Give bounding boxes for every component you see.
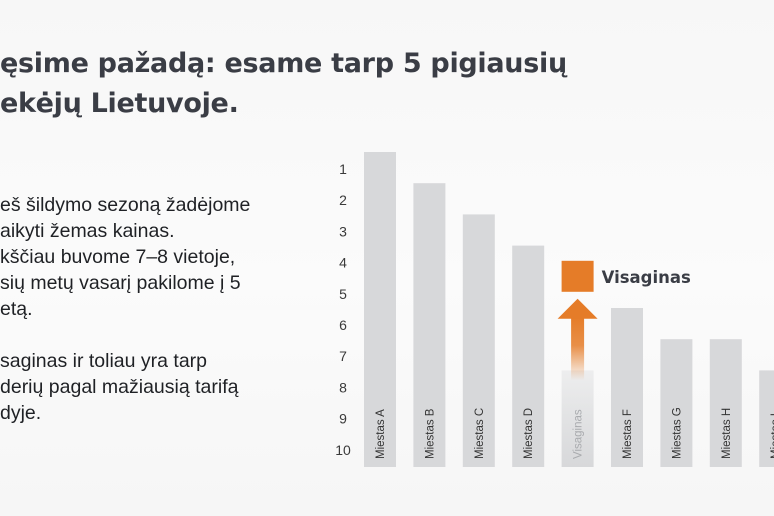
text-line: kščiau buvome 7–8 vietoje,	[0, 246, 236, 268]
text-line: eš šildymo sezoną žadėjome	[0, 194, 251, 216]
bar	[561, 370, 594, 467]
text-line: derių pagal mažiausią tarifą	[0, 376, 239, 398]
y-tick-label: 7	[339, 348, 347, 364]
y-tick-label: 1	[339, 161, 347, 177]
y-axis: 1 2 3 4 5 6 7 8 9 10	[335, 161, 351, 458]
bar	[709, 339, 742, 467]
bar-category-label: Miestas C	[474, 408, 486, 459]
bar	[611, 308, 643, 467]
highlight-marker	[561, 260, 594, 292]
text-line: saginas ir toliau yra tarp	[0, 350, 208, 372]
bar	[512, 245, 545, 467]
text-line: etą.	[0, 298, 33, 320]
text-line: sių metų vasarį pakilome į 5	[0, 272, 241, 294]
highlight-label: Visaginas	[602, 268, 691, 287]
bar-category-label: Miestas B	[424, 408, 436, 459]
bar	[660, 339, 693, 467]
text-line: aikyti žemas kainas.	[0, 220, 175, 242]
highlight-group: Visaginas	[557, 260, 691, 381]
y-tick-label: 9	[339, 411, 347, 427]
y-tick-label: 10	[335, 442, 351, 458]
page-title: ęsime pažadą: esame tarp 5 pigiausių ekė…	[0, 44, 774, 124]
bar-category-label: Miestas F	[622, 409, 634, 459]
bar	[759, 370, 774, 467]
title-line: ekėjų Lietuvoje.	[0, 88, 239, 119]
bar	[462, 214, 495, 467]
bars-group: Miestas A Miestas B Miestas C Miestas D Visa…	[364, 152, 774, 467]
bar-category-label: Miestas H	[721, 408, 733, 459]
up-arrow-head-icon	[557, 298, 598, 319]
bar-category-label: Miestas A	[375, 409, 387, 459]
title-line: ęsime pažadą: esame tarp 5 pigiausių	[0, 48, 567, 79]
bar-category-label: Miestas G	[671, 407, 683, 459]
description-text: eš šildymo sezoną žadėjome aikyti žemas …	[0, 192, 320, 426]
y-tick-label: 4	[339, 255, 347, 271]
y-tick-label: 5	[339, 286, 347, 302]
bar-category-label: Visaginas	[573, 409, 585, 459]
bar-category-label: Miestas I	[770, 413, 774, 459]
y-tick-label: 2	[339, 192, 347, 208]
y-tick-label: 3	[339, 223, 347, 239]
up-arrow-icon	[571, 316, 585, 381]
text-line: dyje.	[0, 402, 42, 424]
bar-category-label: Miestas D	[523, 408, 535, 459]
bar	[364, 152, 396, 467]
bar	[413, 183, 446, 467]
y-tick-label: 6	[339, 317, 347, 333]
y-tick-label: 8	[339, 379, 347, 395]
